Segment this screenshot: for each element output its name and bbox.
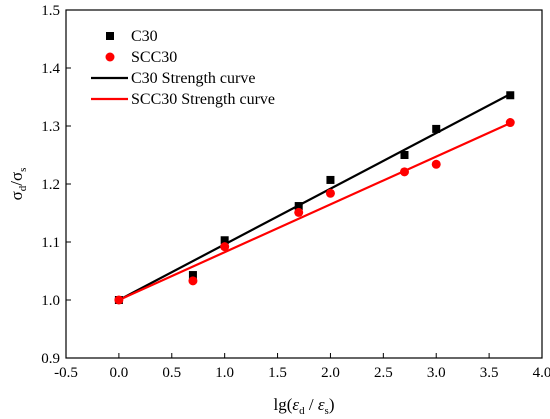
x-tick-label: 4.0 xyxy=(533,365,550,381)
x-tick-label: 0.5 xyxy=(162,365,181,381)
fit-lines xyxy=(118,93,511,302)
legend-label: SCC30 Strength curve xyxy=(131,91,275,108)
series-line-3 xyxy=(118,122,511,302)
data-point-c30 xyxy=(220,236,229,245)
series-line-2 xyxy=(118,93,511,301)
data-point-scc30 xyxy=(399,167,409,177)
x-tick-label: 3.0 xyxy=(427,365,446,381)
data-point-scc30 xyxy=(294,207,304,217)
legend-marker-scc30 xyxy=(105,52,115,62)
data-points xyxy=(114,91,515,305)
x-tick-label: 0.0 xyxy=(110,365,129,381)
x-axis-title: lg(εd / εs) xyxy=(274,395,335,417)
y-tick-label: 1.1 xyxy=(41,235,60,251)
y-tick-label: 1.4 xyxy=(41,61,60,77)
data-point-c30 xyxy=(400,151,409,159)
legend-label: C30 Strength curve xyxy=(131,70,255,87)
legend-marker-c30 xyxy=(106,32,114,40)
data-point-c30 xyxy=(326,175,335,184)
data-point-scc30 xyxy=(505,118,515,128)
data-point-c30 xyxy=(432,124,441,133)
legend-label: SCC30 xyxy=(131,49,177,66)
data-point-c30 xyxy=(294,202,303,211)
x-tick-label: 2.5 xyxy=(374,365,393,381)
data-point-scc30 xyxy=(325,188,335,198)
y-tick-label: 1.0 xyxy=(41,293,60,309)
legend-label: C30 xyxy=(131,28,158,45)
y-tick-label: 1.5 xyxy=(41,3,60,19)
data-point-scc30 xyxy=(220,242,230,252)
legend: C30 SCC30 C30 Strength curve SCC30 Strength… xyxy=(91,28,275,108)
y-tick-label: 1.2 xyxy=(41,177,60,193)
x-tick-label: 2.0 xyxy=(321,365,340,381)
axis-ticks: -0.5 0.0 0.5 1.0 1.5 2.0 2.5 3.0 3.5 4.0 0.9 1.0 1.1… xyxy=(41,3,550,381)
data-point-scc30 xyxy=(114,295,124,305)
y-axis-title: σd/σs xyxy=(7,168,29,201)
data-point-scc30 xyxy=(431,159,441,169)
y-tick-label: 0.9 xyxy=(41,351,60,367)
x-tick-label: -0.5 xyxy=(54,365,78,381)
data-point-scc30 xyxy=(188,276,198,286)
y-tick-label: 1.3 xyxy=(41,119,60,135)
data-point-c30 xyxy=(506,91,515,100)
x-tick-label: 1.0 xyxy=(215,365,234,381)
x-tick-label: 1.5 xyxy=(268,365,287,381)
x-tick-label: 3.5 xyxy=(480,365,499,381)
data-point-c30 xyxy=(188,271,197,280)
